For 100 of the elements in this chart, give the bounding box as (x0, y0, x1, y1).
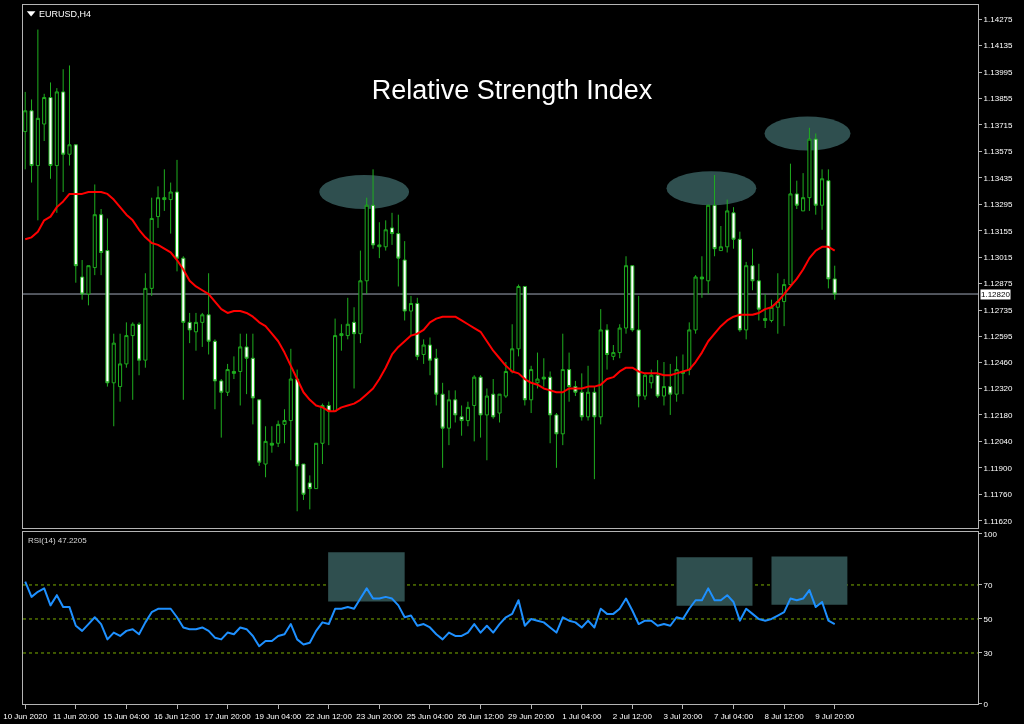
candlestick (67, 64, 72, 167)
y-tick-label: 100 (983, 529, 998, 539)
candlestick (155, 185, 161, 229)
candlestick (731, 206, 736, 250)
candlestick (503, 361, 508, 399)
candlestick (642, 372, 648, 401)
candlestick (396, 214, 401, 287)
y-tick-label: 70 (983, 580, 994, 590)
candlestick (516, 284, 521, 357)
candlestick (674, 355, 679, 403)
y-tick-label: 1.13715 (983, 120, 1014, 130)
x-tick-label: 9 Jul 20:00 (815, 711, 855, 721)
candlestick (687, 321, 692, 376)
candlestick (820, 168, 825, 231)
y-tick-label: 1.11900 (983, 463, 1013, 473)
candlestick (371, 168, 376, 250)
candlestick (193, 312, 199, 352)
candlestick (29, 98, 34, 184)
annotation: EURUSD,H4 (39, 9, 92, 19)
line-series (24, 191, 836, 413)
candlestick (377, 221, 382, 259)
candlestick (352, 306, 357, 389)
candlestick (149, 197, 154, 297)
candlestick (788, 163, 793, 287)
y-tick-label: 1.13995 (983, 67, 1014, 77)
candlestick (206, 272, 211, 355)
candlestick (86, 265, 91, 306)
candlestick (118, 333, 123, 403)
candlestick (408, 295, 414, 337)
candlestick (706, 204, 711, 295)
x-tick-label: 2 Jul 12:00 (612, 711, 653, 721)
candlestick (212, 338, 217, 410)
candlestick (446, 389, 451, 446)
y-tick-label: 1.13855 (983, 94, 1014, 104)
x-tick-label: 17 Jun 20:00 (204, 711, 252, 721)
y-tick-label: 1.12875 (983, 279, 1014, 289)
candlestick (383, 219, 388, 252)
candlestick (484, 387, 489, 461)
candlestick (794, 180, 799, 210)
y-tick-label: 1.12460 (983, 357, 1014, 367)
candlestick (763, 293, 768, 329)
candlestick (200, 312, 205, 348)
candlestick (219, 378, 224, 439)
candlestick (586, 365, 591, 422)
x-tick-label: 8 Jul 12:00 (764, 711, 805, 721)
candlestick (92, 183, 97, 276)
y-tick-label: 1.13295 (983, 200, 1014, 210)
candlestick (522, 285, 527, 406)
y-tick-label: 1.11620 (983, 516, 1013, 526)
candlestick (579, 372, 584, 422)
candlestick (23, 91, 28, 170)
candlestick (307, 474, 312, 510)
x-tick-label: 1 Jul 04:00 (562, 711, 602, 721)
y-tick-label: 1.13015 (983, 252, 1014, 262)
candlestick (105, 217, 110, 388)
y-tick-label: 50 (983, 614, 994, 624)
candlestick (832, 265, 837, 301)
ref-line-label: 1.12820 (981, 290, 1011, 299)
x-tick-label: 25 Jun 04:00 (406, 711, 454, 721)
candlestick (497, 393, 502, 423)
y-tick-label: 1.12595 (983, 332, 1014, 342)
candlestick (548, 370, 553, 444)
candlestick (301, 463, 306, 501)
text: RSI(14) 47.2205 (28, 536, 88, 545)
candlestick (257, 399, 262, 467)
candlestick (35, 29, 40, 221)
candlestick (80, 259, 85, 301)
candlestick (661, 361, 667, 406)
candlestick (712, 174, 717, 257)
candlestick (143, 272, 148, 369)
candlestick (598, 308, 603, 425)
candlestick (465, 401, 470, 427)
candlestick (339, 323, 344, 352)
candlestick (137, 321, 142, 376)
x-tick-label: 11 Jun 20:00 (52, 711, 100, 721)
candlestick (314, 442, 319, 490)
candlestick (605, 323, 610, 371)
y-tick-label: 1.11760 (983, 490, 1013, 500)
candlestick (826, 168, 831, 289)
candlestick (48, 81, 53, 180)
candlestick (491, 378, 496, 420)
candlestick (453, 389, 458, 423)
candlestick (807, 127, 812, 212)
candlestick (478, 374, 483, 439)
candlestick (238, 333, 243, 406)
candlestick (813, 132, 818, 216)
candlestick (250, 333, 255, 425)
candlestick (510, 323, 515, 374)
x-tick-label: 23 Jun 20:00 (356, 711, 404, 721)
x-tick-label: 16 Jun 12:00 (153, 711, 201, 721)
y-tick-label: 1.13155 (983, 226, 1014, 236)
candlestick (225, 363, 230, 397)
candlestick (320, 403, 325, 465)
candlestick (750, 248, 755, 291)
candlestick (535, 352, 540, 389)
x-tick-label: 15 Jun 04:00 (103, 711, 151, 721)
candlestick (282, 408, 287, 444)
x-tick-label: 22 Jun 12:00 (305, 711, 353, 721)
candlestick (364, 197, 369, 295)
y-tick-label: 1.12735 (983, 305, 1014, 315)
